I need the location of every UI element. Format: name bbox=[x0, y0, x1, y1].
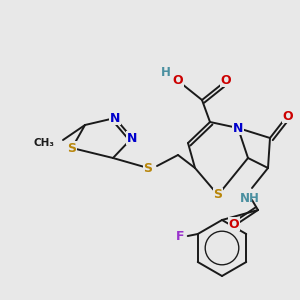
Text: O: O bbox=[221, 74, 231, 86]
Text: O: O bbox=[229, 218, 239, 230]
Text: O: O bbox=[283, 110, 293, 122]
Text: F: F bbox=[176, 230, 184, 242]
Text: H: H bbox=[161, 65, 171, 79]
Text: N: N bbox=[110, 112, 120, 124]
Text: N: N bbox=[233, 122, 243, 134]
Text: O: O bbox=[173, 74, 183, 86]
Text: N: N bbox=[127, 131, 137, 145]
Text: CH₃: CH₃ bbox=[34, 138, 55, 148]
Text: S: S bbox=[214, 188, 223, 202]
Text: S: S bbox=[68, 142, 76, 154]
Text: S: S bbox=[143, 161, 152, 175]
Text: NH: NH bbox=[240, 191, 260, 205]
